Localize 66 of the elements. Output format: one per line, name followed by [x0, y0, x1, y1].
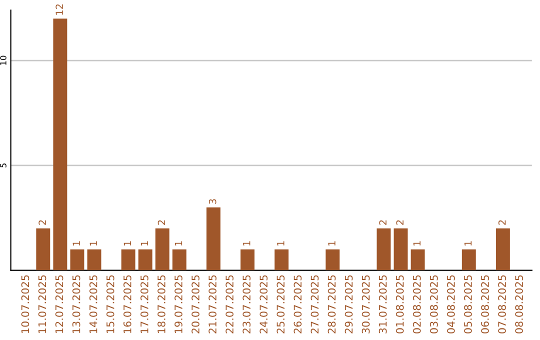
- x-tick-label: 18.07.2025: [158, 275, 166, 333]
- bar: [70, 249, 84, 270]
- data-label: 2: [158, 220, 166, 225]
- y-tick-label: 5: [0, 164, 6, 168]
- x-tick-label: 02.08.2025: [412, 275, 421, 334]
- data-label: 1: [413, 241, 420, 246]
- x-tick-label: 19.07.2025: [174, 275, 182, 333]
- data-label: 1: [277, 241, 284, 246]
- x-tick-label: 25.07.2025: [276, 275, 285, 334]
- x-tick-label: 12.07.2025: [55, 275, 64, 333]
- data-label: 3: [208, 199, 216, 204]
- data-label: 2: [396, 220, 404, 225]
- x-tick-label: 24.07.2025: [260, 275, 268, 334]
- bar: [240, 249, 254, 270]
- x-tick-label: 01.08.2025: [396, 275, 404, 334]
- bar: [36, 228, 50, 270]
- x-tick-label: 04.08.2025: [447, 275, 455, 334]
- y-tick-label: 10: [0, 56, 6, 65]
- x-tick-label: 23.07.2025: [242, 275, 251, 334]
- x-tick-label: 15.07.2025: [106, 275, 114, 333]
- x-tick-label: 14.07.2025: [89, 275, 98, 333]
- bar: [462, 249, 476, 270]
- bar: [496, 228, 510, 270]
- data-label: 12: [56, 4, 63, 15]
- bar: [87, 249, 102, 270]
- x-tick-label: 21.07.2025: [208, 275, 216, 334]
- x-tick-label: 29.07.2025: [344, 275, 353, 334]
- data-label: 2: [379, 220, 386, 225]
- x-tick-label: 30.07.2025: [362, 275, 370, 334]
- x-tick-label: 16.07.2025: [123, 275, 132, 333]
- x-tick-label: 07.08.2025: [498, 275, 506, 334]
- x-tick-label: 05.08.2025: [464, 275, 472, 334]
- data-label: 1: [243, 241, 250, 246]
- x-tick-label: 27.07.2025: [310, 275, 319, 334]
- data-label: 2: [38, 220, 46, 225]
- x-tick-label: 31.07.2025: [378, 275, 387, 334]
- data-label: 2: [498, 220, 506, 225]
- bar: [394, 228, 408, 270]
- bar: [376, 228, 391, 270]
- data-label: 1: [90, 241, 97, 246]
- bar: [274, 249, 289, 270]
- x-tick-label: 06.08.2025: [481, 275, 489, 334]
- x-tick-label: 03.08.2025: [430, 275, 438, 334]
- x-tick-label: 10.07.2025: [21, 275, 30, 333]
- bar: [326, 249, 340, 270]
- x-tick-label: 17.07.2025: [140, 275, 148, 333]
- x-tick-label: 11.07.2025: [38, 275, 46, 333]
- data-label: 1: [174, 241, 182, 246]
- bar: [155, 228, 170, 270]
- data-label: 1: [124, 241, 131, 246]
- x-tick-label: 13.07.2025: [72, 275, 80, 333]
- bar: [121, 249, 136, 270]
- bar: [172, 249, 186, 270]
- data-label: 1: [140, 241, 148, 246]
- x-tick-label: 22.07.2025: [226, 275, 234, 334]
- x-tick-label: 26.07.2025: [294, 275, 302, 334]
- bar: [410, 249, 425, 270]
- x-tick-label: 20.07.2025: [192, 275, 200, 334]
- x-tick-label: 08.08.2025: [515, 275, 523, 334]
- bar: [138, 249, 152, 270]
- x-tick-label: 28.07.2025: [328, 275, 336, 334]
- bar: [206, 207, 220, 270]
- data-label: 1: [72, 241, 80, 246]
- data-label: 1: [464, 241, 472, 246]
- bar: [53, 18, 68, 270]
- data-label: 1: [328, 241, 336, 246]
